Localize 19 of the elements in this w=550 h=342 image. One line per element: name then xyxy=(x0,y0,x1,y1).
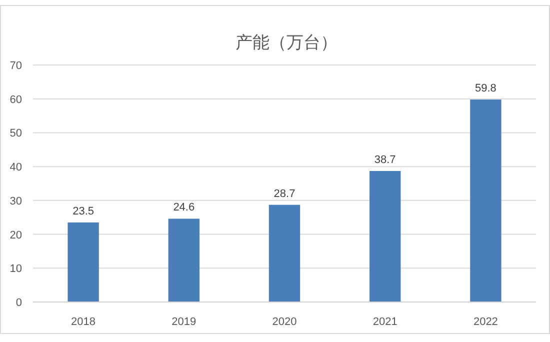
data-label: 38.7 xyxy=(374,154,396,166)
data-label: 23.5 xyxy=(72,205,94,218)
x-tick-label: 2021 xyxy=(372,316,398,328)
data-label: 28.7 xyxy=(274,188,296,200)
x-tick-label: 2019 xyxy=(172,316,196,328)
x-tick-label: 2018 xyxy=(71,316,96,328)
data-label: 59.8 xyxy=(475,82,496,95)
y-tick-label: 40 xyxy=(10,162,22,174)
data-label: 24.6 xyxy=(173,202,195,214)
y-tick-label: 60 xyxy=(10,94,22,106)
y-tick-label: 50 xyxy=(10,128,22,140)
y-tick-label: 30 xyxy=(10,195,22,208)
x-tick-label: 2022 xyxy=(473,316,498,328)
y-tick-label: 10 xyxy=(10,263,22,276)
y-tick-label: 20 xyxy=(10,229,22,242)
x-tick-label: 2020 xyxy=(272,316,297,328)
y-tick-label: 0 xyxy=(16,297,22,309)
y-tick-label: 70 xyxy=(10,60,22,72)
title: 产能（万台） xyxy=(236,33,338,52)
